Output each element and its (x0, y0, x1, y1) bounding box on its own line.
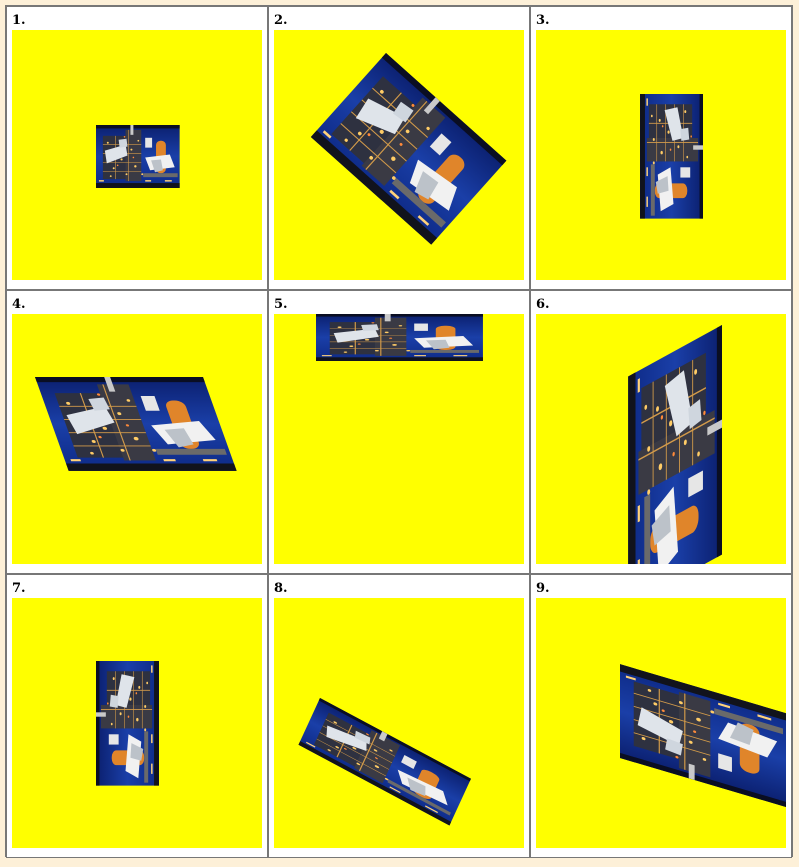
panel-7-canvas (95, 660, 160, 787)
shuttle-photo-skewed (34, 376, 238, 472)
panel-8-canvas (297, 697, 472, 827)
panel-label: 4. (12, 297, 26, 312)
yellow-stage (536, 30, 786, 280)
panel-label: 1. (12, 13, 26, 28)
panel-label: 6. (536, 297, 550, 312)
shuttle-photo-rotated-90 (639, 93, 704, 220)
yellow-stage (274, 314, 524, 564)
panel-9: 9. (530, 574, 792, 858)
panel-8: 8. (268, 574, 530, 858)
panel-5-canvas (315, 314, 484, 362)
panel-3-canvas (639, 93, 704, 220)
panel-1-canvas (95, 124, 180, 189)
shuttle-photo-thumbnail (95, 124, 180, 189)
panel-label: 3. (536, 13, 550, 28)
transform-grid: 1. 2. 3. (5, 5, 793, 858)
shuttle-photo-flipped (95, 660, 160, 787)
panel-label: 5. (274, 297, 288, 312)
panel-2: 2. (268, 6, 530, 290)
yellow-stage (536, 314, 786, 564)
panel-6-canvas (627, 324, 723, 564)
panel-label: 9. (536, 581, 550, 596)
panel-4-canvas (34, 376, 238, 472)
yellow-stage (274, 30, 524, 280)
shuttle-photo-rotated-skewed (627, 324, 723, 564)
panel-7: 7. (6, 574, 268, 858)
yellow-stage (274, 598, 524, 848)
panel-1: 1. (6, 6, 268, 290)
shuttle-photo-squashed (315, 314, 484, 362)
panel-6: 6. (530, 290, 792, 574)
panel-9-canvas (619, 663, 786, 808)
panel-label: 8. (274, 581, 288, 596)
yellow-stage (12, 314, 262, 564)
panel-3: 3. (530, 6, 792, 290)
yellow-stage (12, 30, 262, 280)
shuttle-photo-rotated (310, 52, 507, 246)
shuttle-photo-rotated-squashed (297, 697, 472, 827)
yellow-stage (12, 598, 262, 848)
panel-label: 7. (12, 581, 26, 596)
panel-2-canvas (310, 52, 507, 246)
shuttle-photo-flipped-skewed (619, 663, 786, 808)
panel-4: 4. (6, 290, 268, 574)
panel-5: 5. (268, 290, 530, 574)
yellow-stage (536, 598, 786, 848)
panel-label: 2. (274, 13, 288, 28)
